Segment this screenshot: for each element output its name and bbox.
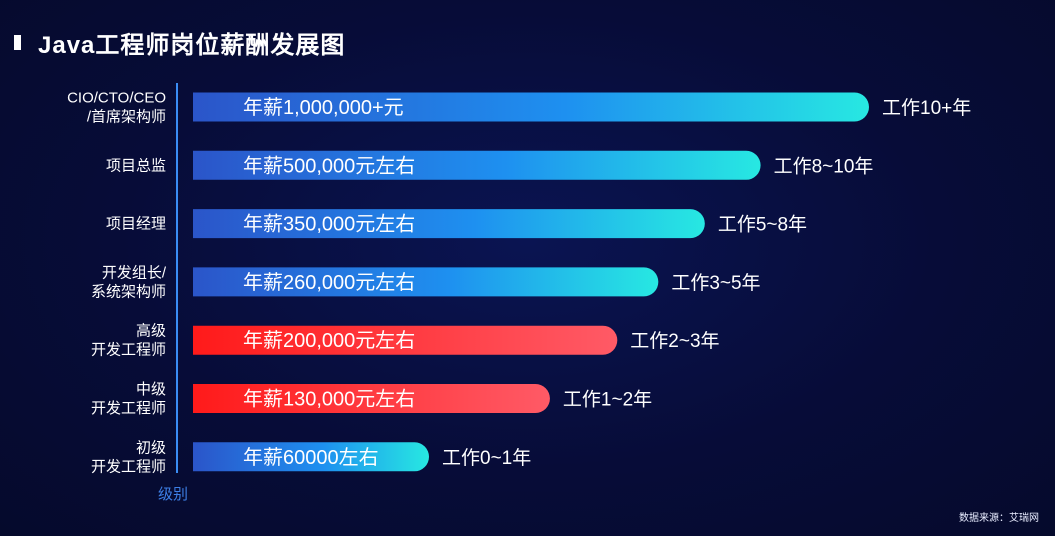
experience-label-4: 工作3~5年 — [671, 272, 760, 294]
salary-bar-1 — [193, 92, 869, 122]
category-label-line: 项目经理 — [106, 216, 166, 233]
category-label-line: CIO/CTO/CEO — [67, 90, 166, 107]
y-axis-title: 级别 — [158, 486, 189, 503]
salary-label-6: 年薪130,000元左右 — [243, 388, 415, 411]
category-label-line: 系统架构师 — [91, 283, 166, 300]
salary-bar-2 — [193, 150, 761, 180]
salary-label-4: 年薪260,000元左右 — [243, 271, 415, 294]
category-label-line: 项目总监 — [106, 157, 166, 174]
experience-label-6: 工作1~2年 — [563, 389, 652, 411]
data-source: 数据来源：艾瑞网 — [959, 513, 1039, 524]
category-label-7: 初级开发工程师 — [91, 439, 166, 475]
experience-label-2: 工作8~10年 — [774, 155, 874, 177]
salary-label-7: 年薪60000左右 — [243, 446, 379, 469]
salary-bar-5 — [193, 325, 618, 355]
category-label-6: 中级开发工程师 — [91, 381, 166, 417]
experience-label-7: 工作0~1年 — [442, 447, 531, 469]
category-label-2: 项目总监 — [106, 157, 166, 174]
y-axis-line — [176, 83, 178, 473]
experience-label-3: 工作5~8年 — [718, 214, 807, 236]
category-label-line: 开发工程师 — [91, 458, 166, 475]
category-label-line: 中级 — [136, 381, 166, 398]
category-label-line: 开发工程师 — [91, 342, 166, 359]
category-label-1: CIO/CTO/CEO/首席架构师 — [67, 90, 166, 126]
category-label-line: /首席架构师 — [87, 109, 166, 126]
page-title: Java工程师岗位薪酬发展图 — [38, 32, 346, 59]
category-label-line: 开发工程师 — [91, 400, 166, 417]
bars-layer: 年薪1,000,000+元 工作10+年 CIO/CTO/CEO/首席架构师年薪50… — [67, 90, 971, 476]
category-label-5: 高级开发工程师 — [91, 323, 166, 359]
category-label-line: 高级 — [136, 323, 166, 340]
experience-label-5: 工作2~3年 — [630, 330, 719, 352]
category-label-3: 项目经理 — [106, 216, 166, 233]
salary-bar-6 — [193, 384, 550, 413]
salary-bar-4 — [193, 267, 659, 297]
salary-bar-3 — [193, 209, 705, 239]
category-label-line: 初级 — [136, 439, 166, 456]
salary-bar-7 — [193, 442, 429, 472]
category-label-4: 开发组长/系统架构师 — [91, 264, 167, 300]
salary-label-3: 年薪350,000元左右 — [243, 213, 415, 236]
category-label-line: 开发组长/ — [102, 264, 167, 281]
salary-label-2: 年薪500,000元左右 — [243, 154, 415, 177]
experience-label-1: 工作10+年 — [882, 97, 971, 119]
title-marker — [14, 35, 21, 50]
salary-label-5: 年薪200,000元左右 — [243, 329, 415, 352]
salary-label-1: 年薪1,000,000+元 — [243, 96, 404, 119]
